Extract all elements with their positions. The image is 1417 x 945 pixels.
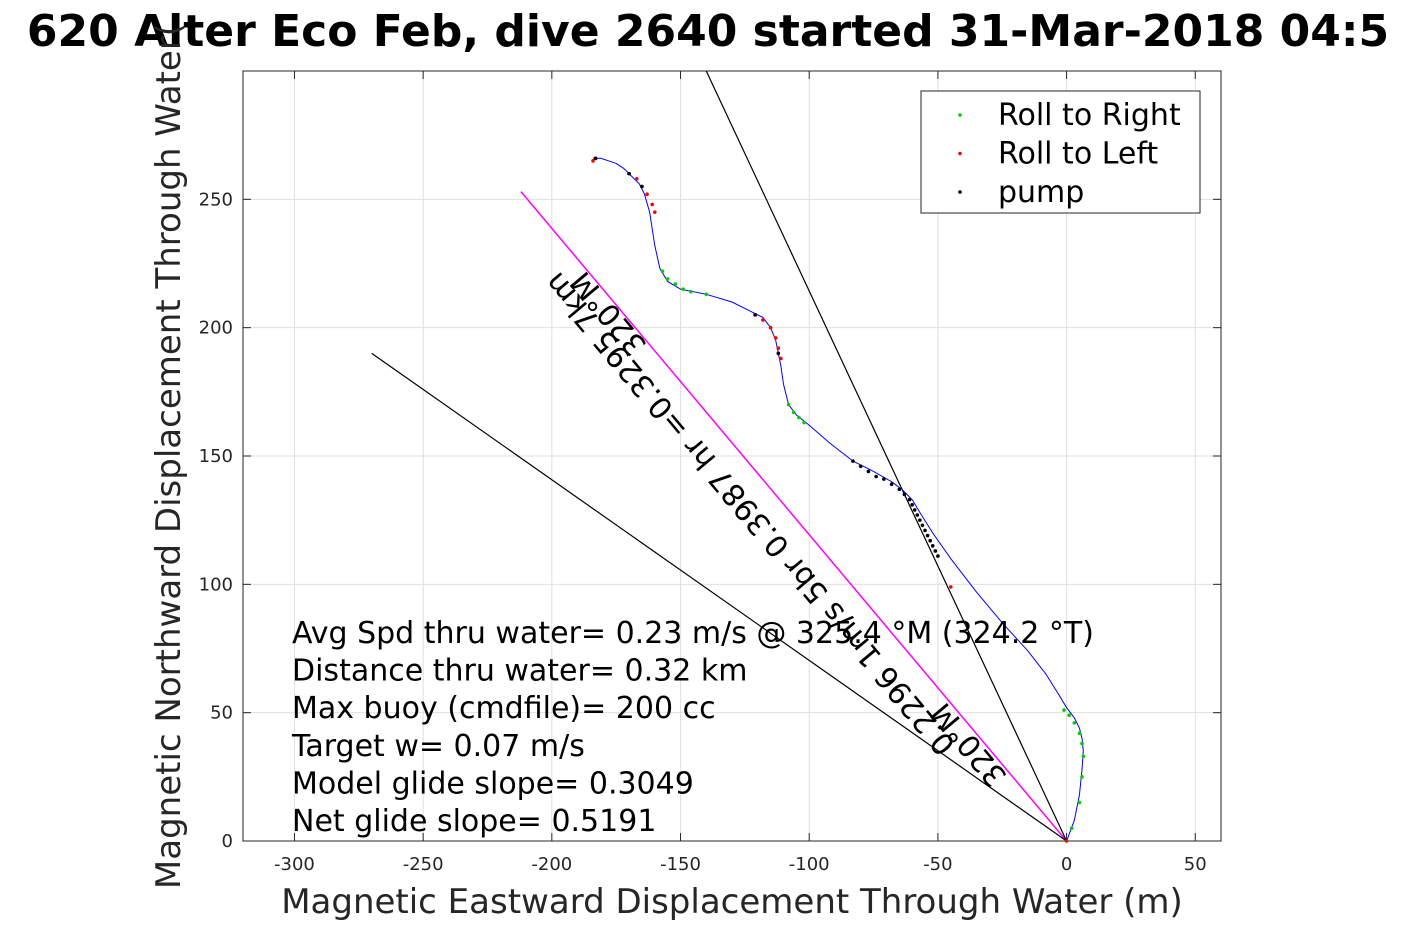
roll_right-marker	[665, 277, 670, 281]
roll_right-marker	[1072, 721, 1077, 725]
roll_right-marker	[1067, 713, 1071, 718]
roll_right-marker	[1069, 826, 1074, 830]
legend-marker	[958, 151, 962, 156]
roll_left-marker	[773, 336, 778, 340]
reference-lines	[371, 71, 1068, 841]
stats-line: Distance thru water= 0.32 km	[292, 654, 747, 689]
pump-marker	[920, 523, 925, 528]
pump-marker	[925, 533, 930, 538]
x-tick-label: -300	[274, 854, 315, 875]
roll_left-marker	[948, 585, 953, 589]
pump-marker	[753, 313, 757, 317]
roll_right-marker	[1081, 754, 1086, 759]
y-tick-label: 0	[222, 831, 233, 852]
roll_right-marker	[791, 410, 796, 415]
stats-annotations: Avg Spd thru water= 0.23 m/s @ 325.4 °M …	[291, 616, 1094, 839]
roll_right-marker	[681, 287, 685, 291]
roll_left-marker	[645, 192, 649, 196]
pump-marker	[915, 513, 920, 517]
pump-marker	[874, 474, 878, 479]
pump-marker	[933, 549, 938, 553]
heading-320	[520, 191, 1068, 841]
legend-box	[920, 90, 1201, 214]
roll_left-marker	[768, 325, 773, 330]
pump-marker	[858, 464, 863, 469]
chart-title: 620 Alter Eco Feb, dive 2640 started 31-…	[27, 6, 1389, 57]
pump-marker	[897, 487, 902, 492]
roll_right-marker	[1077, 800, 1082, 805]
pump-marker	[918, 518, 922, 522]
legend-marker	[958, 113, 962, 117]
current-line-2	[371, 352, 1067, 841]
y-tick-label: 200	[199, 318, 233, 339]
x-axis-label: Magnetic Eastward Displacement Through W…	[281, 882, 1183, 922]
roll_right-marker	[1080, 741, 1084, 746]
pump-marker	[627, 171, 631, 176]
stats-line: Max buoy (cmdfile)= 200 cc	[292, 691, 716, 726]
stats-line: Net glide slope= 0.5191	[292, 804, 656, 839]
y-tick-label: 50	[210, 703, 233, 724]
pump-marker	[936, 554, 940, 558]
roll_left-marker	[776, 346, 781, 351]
pump-marker	[912, 508, 917, 512]
roll_right-marker	[689, 289, 693, 294]
roll_left-marker	[652, 210, 657, 214]
pump-marker	[923, 528, 927, 533]
stats-line: Model glide slope= 0.3049	[292, 766, 694, 801]
roll_right-marker	[802, 420, 806, 425]
pump-marker	[866, 469, 871, 474]
x-tick-label: -250	[403, 854, 444, 875]
pump-marker	[910, 502, 914, 507]
stats-line: Target w= 0.07 m/s	[291, 729, 585, 764]
roll_right-marker	[673, 282, 678, 286]
pump-marker	[776, 351, 781, 356]
pump-marker	[907, 497, 912, 502]
roll_left-marker	[761, 318, 765, 322]
stats-line: Avg Spd thru water= 0.23 m/s @ 325.4 °M …	[292, 616, 1094, 651]
roll_right-marker	[797, 415, 801, 420]
current-line-1	[705, 71, 1068, 841]
markers	[591, 156, 1086, 843]
x-tick-label: 50	[1184, 854, 1207, 875]
pump-marker	[851, 459, 855, 463]
roll_left-marker	[591, 159, 595, 163]
pump-marker	[889, 482, 894, 487]
pump-marker	[640, 184, 644, 189]
x-tick-label: -200	[531, 854, 572, 875]
y-tick-label: 150	[199, 446, 233, 467]
x-tick-label: -100	[789, 854, 830, 875]
pump-marker	[902, 492, 907, 497]
axis-ticks: -300 -250 -200 -150 -100 -50 0 50 0 50 100 150 200 25…	[199, 71, 1221, 875]
x-tick-label: -150	[660, 854, 701, 875]
y-axis-label: Magnetic Northward Displacement Through …	[149, 23, 189, 889]
roll_right-marker	[1080, 775, 1084, 779]
x-tick-label: -50	[923, 854, 952, 875]
legend-label: Roll to Right	[998, 98, 1181, 133]
y-tick-label: 250	[199, 189, 233, 210]
roll_left-marker	[1064, 839, 1069, 843]
roll_left-marker	[779, 356, 783, 361]
x-tick-label: 0	[1061, 854, 1072, 875]
legend-label: Roll to Left	[998, 137, 1158, 172]
roll_right-marker	[660, 269, 665, 274]
roll_left-marker	[634, 177, 639, 181]
roll_right-marker	[1062, 708, 1066, 712]
pump-marker	[930, 544, 935, 548]
track-line	[593, 157, 1084, 842]
pump-marker	[882, 477, 886, 481]
track	[593, 157, 1084, 842]
pump-marker	[928, 538, 932, 543]
roll_left-marker	[650, 202, 655, 207]
legend-marker	[958, 190, 962, 194]
pump-marker	[593, 156, 598, 161]
legend-label: pump	[998, 175, 1084, 210]
y-tick-label: 100	[199, 574, 233, 595]
roll_right-marker	[1077, 731, 1082, 735]
roll_right-marker	[704, 292, 709, 297]
roll_right-marker	[786, 402, 791, 407]
